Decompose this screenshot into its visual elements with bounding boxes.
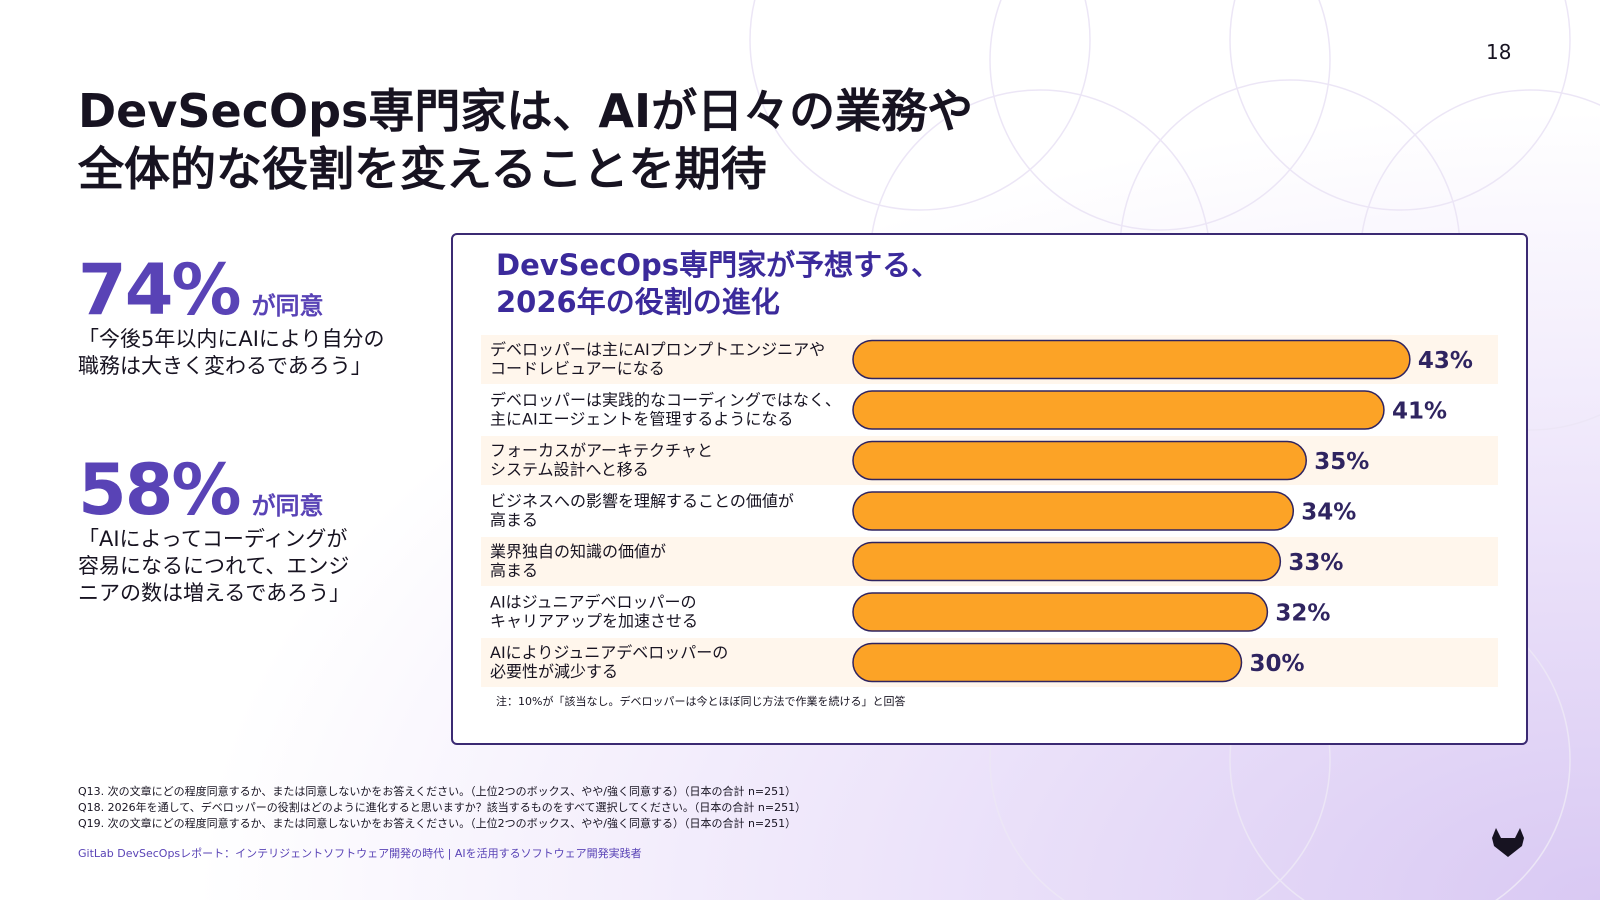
value-label: 32% (1275, 601, 1330, 627)
chart-title-line: DevSecOps専門家が予想する、 (496, 248, 941, 282)
bar (852, 541, 1282, 582)
question-line: Q13. 次の文章にどの程度同意するか、または同意しないかをお答えください。（上… (78, 785, 797, 798)
question-line: Q18. 2026年を通して、デベロッパーの役割はどのように進化すると思いますか… (78, 801, 807, 814)
bar (852, 642, 1243, 683)
question-line: Q19. 次の文章にどの程度同意するか、または同意しないかをお答えください。（上… (78, 817, 797, 830)
bar (852, 390, 1385, 430)
chart-note: 注：10%が「該当なし。デベロッパーは今とほぼ同じ方法で作業を続ける」と回答 (496, 695, 906, 708)
page-title: DevSecOps専門家は、AIが日々の業務や 全体的な役割を変えることを期待 (78, 82, 1018, 198)
value-label: 33% (1288, 550, 1343, 576)
bar (852, 339, 1411, 380)
value-label: 41% (1392, 399, 1447, 425)
chart-panel: DevSecOps専門家が予想する、 2026年の役割の進化 デベロッパーは主に… (451, 233, 1528, 745)
stat-suffix: が同意 (251, 292, 324, 320)
category-label: デベロッパーは実践的なコーディングではなく、主にAIエージェントを管理するように… (490, 391, 841, 429)
bar (852, 491, 1295, 531)
chart-title-line: 2026年の役割の進化 (496, 285, 780, 319)
bar (852, 440, 1307, 481)
stat-value: 58% (78, 449, 242, 531)
bar-chart: デベロッパーは主にAIプロンプトエンジニアやコードレビュアーになる 43% デベロッ… (481, 335, 1498, 687)
stat-suffix: が同意 (251, 492, 324, 520)
category-label: AIによりジュニアデベロッパーの必要性が減少する (490, 643, 728, 681)
value-label: 43% (1418, 348, 1473, 374)
value-label: 30% (1250, 651, 1305, 677)
chart-title: DevSecOps専門家が予想する、 2026年の役割の進化 (496, 247, 1096, 321)
category-label: デベロッパーは主にAIプロンプトエンジニアやコードレビュアーになる (490, 340, 825, 378)
category-label: 業界独自の知識の価値が高まる (490, 542, 666, 580)
gitlab-tanuki-icon (1492, 828, 1524, 857)
stat-block: 58% が同意 「AIによってコーディングが 容易になるにつれて、エンジ ニアの… (78, 452, 350, 607)
source-citation: GitLab DevSecOpsレポート：インテリジェントソフトウェア開発の時代… (78, 847, 642, 860)
title-line: DevSecOps専門家は、AIが日々の業務や (78, 84, 974, 138)
category-label: ビジネスへの影響を理解することの価値が高まる (490, 492, 794, 530)
value-label: 34% (1301, 500, 1356, 526)
category-label: フォーカスがアーキテクチャとシステム設計へと移る (490, 441, 713, 479)
stat-quote: 「AIによってコーディングが 容易になるにつれて、エンジ ニアの数は増えるであろ… (78, 527, 351, 605)
category-label: AIはジュニアデベロッパーのキャリアアップを加速させる (490, 593, 698, 631)
bar (852, 592, 1269, 632)
title-line: 全体的な役割を変えることを期待 (78, 142, 767, 196)
stat-block: 74% が同意 「今後5年以内にAIにより自分の 職務は大きく変わるであろう」 (78, 252, 385, 380)
stat-quote: 「今後5年以内にAIにより自分の 職務は大きく変わるであろう」 (78, 327, 385, 378)
value-label: 35% (1314, 449, 1369, 475)
page-number: 18 (1486, 40, 1512, 64)
survey-questions: Q13. 次の文章にどの程度同意するか、または同意しないかをお答えください。（上… (78, 784, 806, 832)
stat-value: 74% (78, 249, 242, 331)
